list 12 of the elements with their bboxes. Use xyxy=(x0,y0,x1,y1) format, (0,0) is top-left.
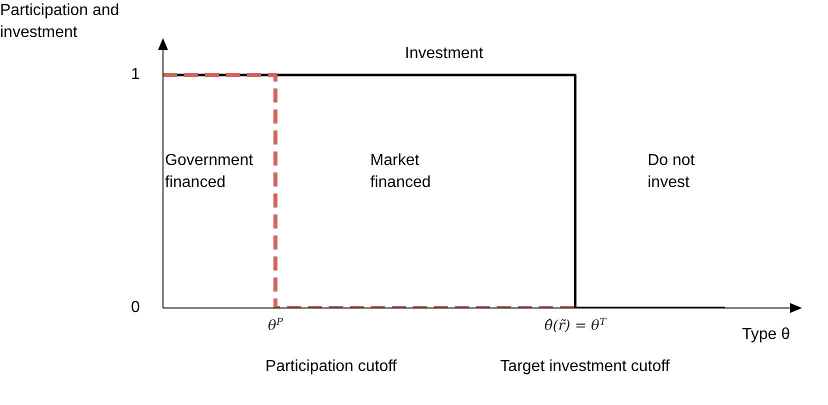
text: 0 xyxy=(131,298,141,318)
x-tick-label: θ$^{P}$ xyxy=(268,316,284,334)
series-label: Investment xyxy=(404,44,484,63)
annotation: Market financed xyxy=(370,151,432,193)
annotation: Do not invest xyxy=(648,151,696,193)
x-tick-label: θ̂(r̃) = θ$^{T}$ xyxy=(544,316,608,334)
text: Target investment cutoff xyxy=(500,357,671,377)
x-axis-title: Type θ xyxy=(742,326,790,344)
text: Participation cutoff xyxy=(265,357,398,377)
annotation: Government financed xyxy=(165,151,254,193)
text: 1 xyxy=(131,64,141,85)
y-axis-title: Participation and investment xyxy=(0,1,120,43)
